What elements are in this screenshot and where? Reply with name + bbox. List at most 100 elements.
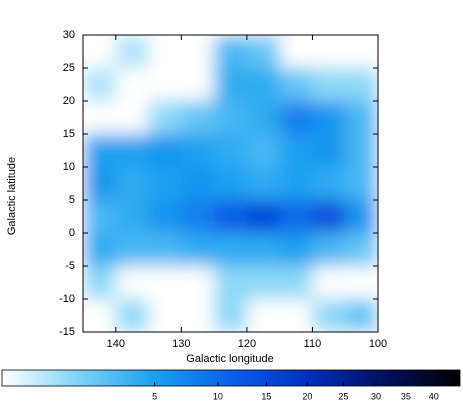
heat-cell: [148, 68, 182, 102]
heat-cell: [246, 266, 281, 300]
heat-cell: [181, 266, 215, 300]
heat-cell: [279, 35, 313, 69]
heat-cell: [345, 35, 378, 69]
heat-cell: [214, 167, 248, 201]
heat-cell: [148, 35, 182, 69]
heat-cell: [312, 299, 346, 332]
heat-cell: [148, 134, 182, 168]
heat-cell: [246, 167, 281, 201]
heat-cell: [214, 299, 248, 332]
heat-cell: [148, 266, 182, 300]
y-tick-label: -5: [65, 260, 75, 272]
heat-cell: [214, 200, 248, 234]
y-tick-label: 0: [69, 227, 75, 239]
heat-cell: [279, 200, 313, 234]
heat-cell: [345, 233, 378, 267]
heat-cell: [246, 134, 281, 168]
colorbar-tick-label: 40: [429, 391, 439, 401]
colorbar-tick-label: 10: [213, 391, 223, 401]
y-tick-label: 10: [63, 161, 75, 173]
heat-cell: [246, 35, 281, 69]
heatmap: [83, 35, 378, 332]
heat-cell: [148, 167, 182, 201]
heat-cell: [214, 134, 248, 168]
heat-cell: [115, 167, 150, 201]
heat-cell: [83, 167, 117, 201]
heat-cell: [246, 233, 281, 267]
heat-cell: [345, 200, 378, 234]
heat-cell: [115, 200, 150, 234]
heat-cell: [181, 35, 215, 69]
heat-cell: [345, 68, 378, 102]
colorbar: [1, 369, 461, 387]
heat-cell: [312, 266, 346, 300]
heat-cell: [115, 233, 150, 267]
heat-cell: [181, 101, 215, 135]
heat-cell: [312, 233, 346, 267]
x-tick-label: 120: [238, 338, 256, 350]
heat-cell: [312, 167, 346, 201]
heat-cell: [312, 200, 346, 234]
heat-cell: [246, 299, 281, 332]
heat-cell: [279, 167, 313, 201]
heat-cell: [279, 101, 313, 135]
heat-cell: [181, 167, 215, 201]
y-tick-label: 20: [63, 95, 75, 107]
heat-cell: [279, 266, 313, 300]
heat-cell: [148, 101, 182, 135]
heat-cell: [83, 266, 117, 300]
heat-cell: [214, 68, 248, 102]
y-tick-label: 5: [69, 194, 75, 206]
y-tick-label: 15: [63, 128, 75, 140]
heat-cell: [83, 299, 117, 332]
heat-cell: [83, 35, 117, 69]
heat-cell: [214, 233, 248, 267]
heat-cell: [345, 299, 378, 332]
heat-cell: [279, 299, 313, 332]
x-tick-label: 130: [172, 338, 190, 350]
heat-cell: [83, 101, 117, 135]
heat-cell: [214, 35, 248, 69]
heat-cell: [345, 101, 378, 135]
heat-cell: [312, 101, 346, 135]
plot-frame: [82, 34, 379, 333]
heat-cell: [312, 68, 346, 102]
x-tick-label: 140: [107, 338, 125, 350]
heat-cell: [279, 68, 313, 102]
heat-cell: [115, 68, 150, 102]
heat-cell: [83, 68, 117, 102]
heat-cell: [214, 101, 248, 135]
colorbar-tick-label: 35: [401, 391, 411, 401]
heat-cell: [148, 299, 182, 332]
heat-cell: [115, 101, 150, 135]
colorbar-tick-label: 25: [338, 391, 348, 401]
heat-cell: [115, 266, 150, 300]
heat-cell: [148, 233, 182, 267]
heat-cell: [148, 200, 182, 234]
heat-cell: [83, 134, 117, 168]
colorbar-tick-label: 15: [261, 391, 271, 401]
heat-cell: [345, 134, 378, 168]
heat-cell: [246, 200, 281, 234]
colorbar-tick-label: 30: [371, 391, 381, 401]
y-tick-label: 25: [63, 62, 75, 74]
heat-cell: [279, 134, 313, 168]
heat-cell: [246, 68, 281, 102]
heat-cell: [181, 200, 215, 234]
heat-cell: [345, 167, 378, 201]
heat-cell: [181, 68, 215, 102]
heat-cell: [246, 101, 281, 135]
x-tick-label: 110: [304, 338, 322, 350]
heat-cell: [312, 134, 346, 168]
heat-cell: [181, 134, 215, 168]
y-tick-label: 30: [63, 29, 75, 41]
heat-cell: [214, 266, 248, 300]
heat-cell: [115, 35, 150, 69]
heat-cell: [83, 200, 117, 234]
heat-cell: [83, 233, 117, 267]
x-tick-label: 100: [369, 338, 387, 350]
y-tick-label: -10: [59, 293, 75, 305]
colorbar-tick-label: 20: [302, 391, 312, 401]
y-axis-label: Galactic latitude: [6, 157, 18, 235]
